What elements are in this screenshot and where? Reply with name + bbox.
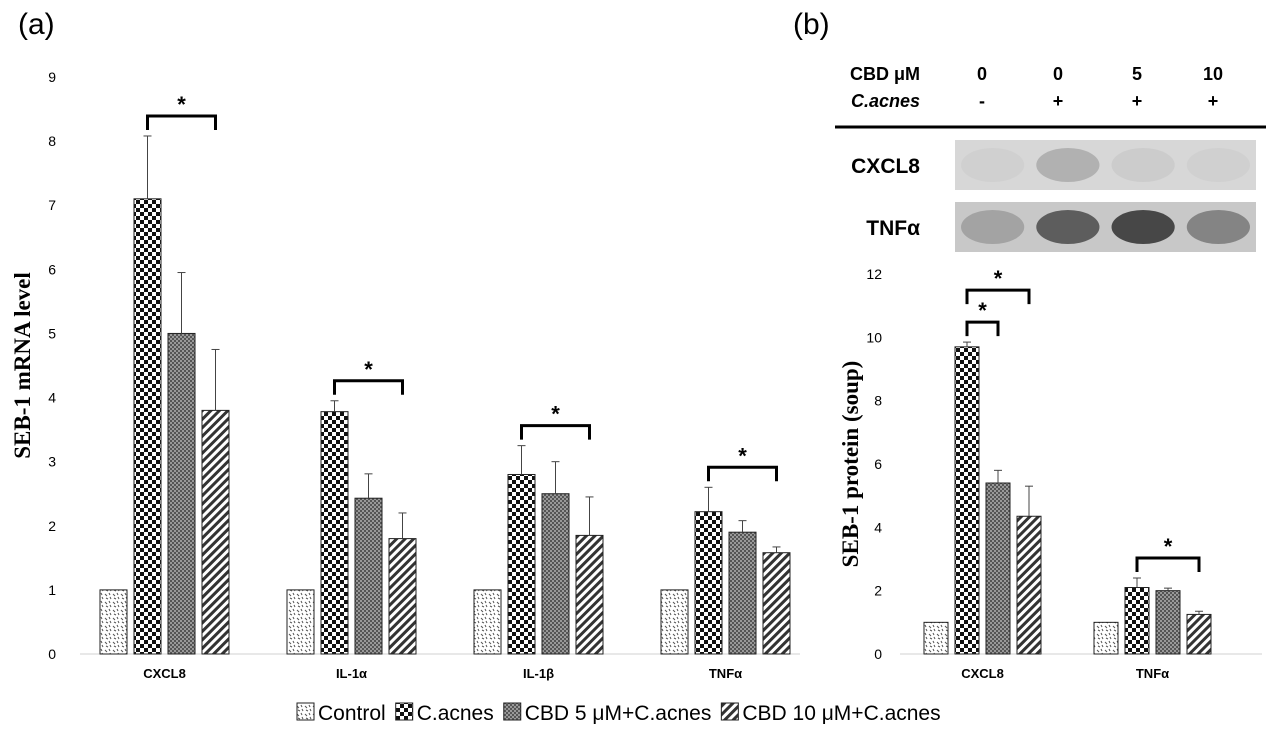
- blot-band: [961, 210, 1025, 244]
- legend-swatch: [503, 702, 522, 721]
- y-tick-label: 2: [48, 518, 56, 534]
- blot-header-value: +: [1208, 91, 1219, 111]
- blot-band: [1036, 148, 1100, 182]
- bar: [99, 589, 128, 655]
- significance-bracket: [1135, 556, 1201, 572]
- bar: [1186, 613, 1212, 655]
- bar: [660, 589, 689, 655]
- bar: [354, 497, 383, 655]
- y-tick-label: 0: [874, 646, 882, 662]
- y-tick-label: 10: [866, 329, 882, 345]
- panel-b-label: (b): [793, 8, 830, 41]
- significance-bracket: [707, 465, 778, 482]
- legend-label: Control: [318, 702, 386, 725]
- bar: [388, 538, 417, 655]
- y-tick-label: 6: [48, 261, 56, 277]
- category-label: CXCL8: [961, 666, 1004, 681]
- blot-header-value: +: [1053, 91, 1064, 111]
- blot-band-label: TNFα: [866, 217, 920, 240]
- bar: [201, 409, 230, 655]
- y-tick-label: 1: [48, 582, 56, 598]
- bar: [133, 198, 162, 655]
- significance-bracket: [965, 288, 1031, 305]
- y-tick-label: 6: [874, 456, 882, 472]
- bar: [1155, 590, 1181, 655]
- blot-header-value: 0: [977, 64, 987, 84]
- y-tick-label: 3: [48, 454, 56, 470]
- category-label: TNFα: [1136, 666, 1169, 681]
- blot-band: [1186, 210, 1250, 244]
- y-tick-label: 8: [874, 393, 882, 409]
- panel-a-label: (a): [18, 8, 55, 41]
- bar: [1093, 621, 1119, 655]
- significance-bracket: [520, 424, 591, 440]
- bar: [541, 493, 570, 655]
- chart-b: 0 2 4 6 8 10 12 SEB-1 protein (soup) CXCL8 TNFα * *…: [838, 266, 1262, 681]
- significance-bracket: [965, 320, 1000, 337]
- significance-star: *: [994, 266, 1003, 291]
- category-label: IL-1α: [336, 666, 367, 681]
- blot-band: [961, 148, 1025, 182]
- blot-header-value: +: [1132, 91, 1143, 111]
- blot-header-value: 5: [1132, 64, 1142, 84]
- y-tick-label: 2: [874, 583, 882, 599]
- y-tick-label: 4: [874, 519, 882, 535]
- significance-bracket: [333, 379, 404, 395]
- significance-star: *: [1164, 534, 1173, 559]
- blot-header-value: -: [979, 91, 985, 111]
- bar: [762, 552, 791, 655]
- legend-swatch: [296, 702, 315, 721]
- blot-band: [1186, 148, 1250, 182]
- y-tick-label: 8: [48, 133, 56, 149]
- y-axis-label: SEB-1 protein (soup): [838, 361, 863, 568]
- category-label: CXCL8: [143, 666, 186, 681]
- y-tick-label: 9: [48, 69, 56, 85]
- western-blot: CBD μM 0 0 5 10 C.acnes - + + + CXCL8 TNFα: [835, 64, 1266, 252]
- category-label: TNFα: [709, 666, 742, 681]
- bar: [694, 511, 723, 655]
- significance-star: *: [738, 443, 747, 468]
- legend-swatch: [720, 702, 739, 721]
- blot-band-label: CXCL8: [851, 155, 920, 178]
- blot-header-value: 10: [1203, 64, 1223, 84]
- legend: Control C.acnes CBD 5 μM+C.acnes CBD 10 μM+…: [296, 702, 941, 725]
- bar: [507, 473, 536, 655]
- bar: [1124, 587, 1150, 655]
- y-tick-label: 0: [48, 646, 56, 662]
- bar: [286, 589, 315, 655]
- y-tick-label: 12: [866, 266, 882, 282]
- bar: [320, 411, 349, 655]
- blot-header-label: CBD μM: [850, 64, 920, 84]
- blot-band: [1111, 148, 1175, 182]
- significance-star: *: [364, 357, 373, 382]
- bar: [728, 531, 757, 655]
- bar: [575, 534, 604, 655]
- legend-label: CBD 10 μM+C.acnes: [742, 702, 940, 725]
- significance-star: *: [551, 402, 560, 427]
- y-axis-label: SEB-1 mRNA level: [10, 272, 35, 459]
- legend-swatch: [395, 702, 414, 721]
- bar: [473, 589, 502, 655]
- bar: [167, 332, 196, 655]
- category-label: IL-1β: [523, 666, 554, 681]
- legend-label: CBD 5 μM+C.acnes: [525, 702, 712, 725]
- blot-band: [1036, 210, 1100, 244]
- y-tick-label: 7: [48, 197, 56, 213]
- y-tick-label: 4: [48, 390, 56, 406]
- chart-a: 0 1 2 3 4 5 6 7 8 9 SEB-1 mRNA level CXCL8 IL-1α IL-1…: [10, 69, 800, 681]
- significance-bracket: [146, 114, 217, 130]
- blot-header-label: C.acnes: [851, 91, 920, 111]
- blot-band: [1111, 210, 1175, 244]
- y-tick-label: 5: [48, 325, 56, 341]
- significance-star: *: [177, 92, 186, 117]
- bar: [1016, 515, 1042, 655]
- blot-header-value: 0: [1053, 64, 1063, 84]
- bar: [923, 621, 949, 655]
- bar: [985, 482, 1011, 655]
- legend-label: C.acnes: [417, 702, 494, 725]
- bar: [954, 346, 980, 655]
- significance-star: *: [978, 298, 987, 323]
